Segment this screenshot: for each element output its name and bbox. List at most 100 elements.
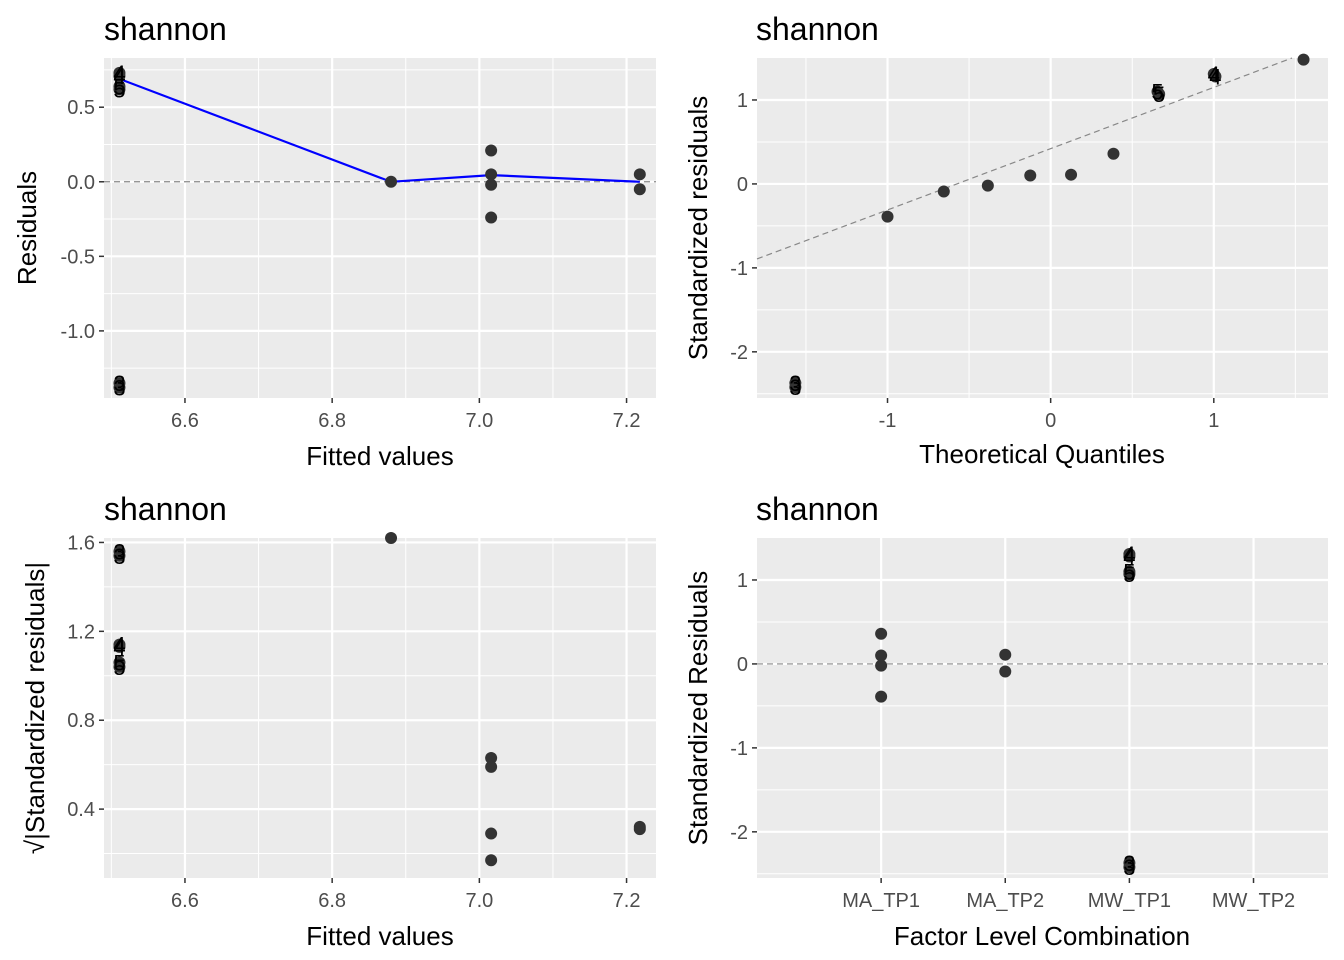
y-tick-label: 0 [737,654,748,676]
x-tick-label: MW_TP2 [1212,890,1295,912]
data-point [485,760,498,773]
tick-labels: MA_TP1 MA_TP2 MW_TP1 MW_TP2 -2 -1 0 1 [730,570,1295,912]
smooth-line [119,77,640,183]
y-tick-label: 1.2 [67,621,95,643]
data-point [875,690,888,703]
x-tick-label: 6.6 [171,890,199,912]
y-tick-label: -1 [730,258,748,280]
data-points [789,53,1310,394]
point-label: 4 [1123,544,1135,569]
y-tick-label: 0.8 [67,710,95,732]
reference-lines [756,57,1293,260]
data-point [385,175,398,188]
data-point [1123,861,1136,874]
data-point [875,649,888,662]
x-tick-label: MW_TP1 [1088,890,1171,912]
point-label: 3 [789,371,801,396]
x-tick-label: MA_TP1 [842,890,920,912]
x-axis-title: Theoretical Quantiles [919,439,1165,469]
point-label: 5 [113,77,125,102]
data-point [113,660,126,673]
plot-background [104,58,656,398]
data-points [113,66,646,394]
y-axis-title: Standardized residuals [683,96,713,361]
reference-lines [104,77,656,183]
point-label: 5 [113,650,125,675]
y-tick-label: -1.0 [61,321,95,343]
data-point [385,532,398,544]
point-label: 4 [1208,62,1220,87]
y-axis-title: Standardized Residuals [683,571,713,846]
x-axis-title: Fitted values [306,921,453,951]
y-tick-label: -0.5 [61,246,95,268]
data-point [113,549,126,562]
data-point [633,168,646,181]
point-label: 3 [1123,851,1135,876]
x-tick-label: MA_TP2 [966,890,1044,912]
x-tick-label: 0 [1045,410,1056,432]
data-point [1123,568,1136,581]
plot-background [104,538,656,878]
x-axis-title: Fitted values [306,441,453,471]
data-point [937,185,950,198]
point-label: 5 [1153,82,1165,107]
point-label: 3 [789,375,801,400]
y-axis-title: √|Standardized residuals| [20,562,50,854]
point-label: 3 [113,376,125,401]
x-tick-label: 7.0 [465,890,493,912]
panel-title: shannon [756,11,879,47]
data-point [1153,88,1166,101]
data-point [1123,550,1136,563]
data-point [1209,70,1222,83]
data-point [789,381,802,394]
point-label: 3 [113,371,125,396]
x-axis-title: Factor Level Combination [894,921,1190,951]
data-point [1065,168,1078,181]
data-point [999,665,1012,678]
data-point [113,640,126,653]
data-point [633,823,646,836]
gridlines [104,538,656,878]
y-tick-label: 0 [737,174,748,196]
y-axis-title: Residuals [12,171,42,285]
qq-reference-line [756,57,1293,260]
point-label: 4 [113,61,125,86]
point-label: 4 [1123,542,1135,567]
data-point [485,178,498,191]
data-point [981,179,994,192]
point-label: 4 [113,633,125,658]
x-tick-label: 7.2 [613,410,641,432]
point-label: 5 [113,655,125,680]
x-tick-label: 7.0 [465,410,493,432]
data-point [485,144,498,157]
y-tick-label: 0.4 [67,799,95,821]
data-point [1107,147,1120,160]
gridlines [757,58,1328,398]
x-tick-label: 6.8 [318,410,346,432]
tick-labels: -1 0 1 -2 -1 0 1 [730,90,1219,432]
y-tick-label: 0.0 [67,172,95,194]
data-point [875,627,888,640]
data-point [485,168,498,181]
x-tick-label: 6.6 [171,410,199,432]
y-tick-label: 1 [737,90,748,112]
y-tick-label: -1 [730,738,748,760]
data-point [875,659,888,672]
x-tick-label: 6.8 [318,890,346,912]
data-point [113,69,126,82]
tick-labels: 6.6 6.8 7.0 7.2 -1.0 -0.5 0.0 0.5 [61,97,641,432]
tick-labels: 6.6 6.8 7.0 7.2 0.4 0.8 1.2 1.6 [67,532,640,912]
data-points [875,547,1136,874]
point-label: 3 [1123,855,1135,880]
data-point [113,83,126,96]
data-point [633,183,646,196]
data-point [485,854,498,867]
